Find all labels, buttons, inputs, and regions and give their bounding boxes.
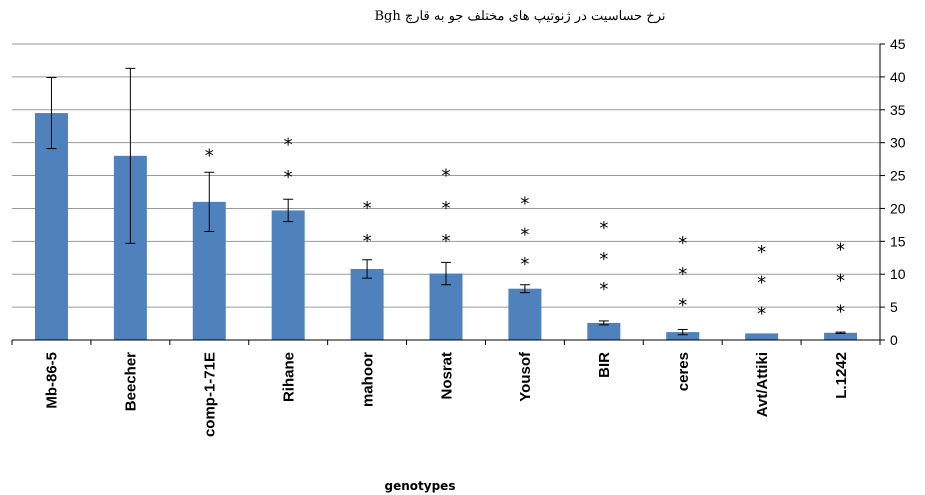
bars bbox=[34, 113, 858, 340]
significance-star: * bbox=[836, 271, 845, 292]
y-tick-label: 40 bbox=[890, 69, 906, 85]
significance-star: * bbox=[757, 242, 766, 263]
significance-star: * bbox=[836, 301, 845, 322]
significance-star: * bbox=[757, 303, 766, 324]
significance-star: * bbox=[599, 218, 608, 239]
x-tick-label: comp-1-71E bbox=[202, 352, 219, 437]
x-tick-label: ceres bbox=[675, 352, 692, 391]
y-axis-ticks: 0 5 10 15 20 25 30 35 40 45 bbox=[880, 36, 906, 348]
x-tick-label: L.1242 bbox=[833, 352, 850, 399]
significance-star: * bbox=[836, 240, 845, 261]
significance-star: * bbox=[284, 167, 293, 188]
y-tick-label: 20 bbox=[890, 200, 906, 216]
y-tick-label: 5 bbox=[890, 299, 898, 315]
x-tick-label: Beecher bbox=[123, 352, 140, 411]
significance-star: * bbox=[205, 146, 214, 167]
significance-star: * bbox=[520, 254, 529, 275]
significance-star: * bbox=[678, 233, 687, 254]
y-tick-label: 25 bbox=[890, 168, 906, 184]
x-tick-label: Mb-86-5 bbox=[44, 352, 61, 409]
bar bbox=[34, 113, 68, 340]
chart-title: نرخ حساسیت در ژنوتیپ های مختلف جو به قار… bbox=[375, 9, 666, 24]
significance-star: * bbox=[442, 198, 451, 219]
y-tick-label: 30 bbox=[890, 135, 906, 151]
significance-star: * bbox=[520, 194, 529, 215]
x-axis-ticks: Mb-86-5 Beecher comp-1-71E Rihane mahoor Nosr… bbox=[11, 340, 881, 437]
y-tick-label: 0 bbox=[890, 332, 898, 348]
x-tick-label: Avt/Attiki bbox=[754, 352, 771, 417]
bar bbox=[508, 288, 542, 340]
significance-star: * bbox=[599, 279, 608, 300]
y-tick-label: 35 bbox=[890, 102, 906, 118]
bar bbox=[824, 332, 858, 340]
significance-star: * bbox=[363, 198, 372, 219]
significance-star: * bbox=[442, 231, 451, 252]
bar bbox=[745, 333, 779, 340]
x-tick-label: BIR bbox=[596, 352, 613, 378]
x-axis-label: genotypes bbox=[385, 479, 456, 493]
significance-star: * bbox=[442, 165, 451, 186]
x-tick-label: Rihane bbox=[280, 352, 297, 402]
significance-star: * bbox=[520, 224, 529, 245]
bar bbox=[587, 322, 621, 340]
x-tick-label: Nosrat bbox=[438, 352, 455, 400]
x-tick-label: mahoor bbox=[359, 352, 376, 407]
bar bbox=[350, 268, 384, 340]
significance-stars: * * * * * * * * * * * * * * * * * * * * * * * bbox=[205, 134, 845, 324]
significance-star: * bbox=[678, 264, 687, 285]
significance-star: * bbox=[284, 134, 293, 155]
y-tick-label: 15 bbox=[890, 233, 906, 249]
y-tick-label: 10 bbox=[890, 266, 906, 282]
significance-star: * bbox=[757, 272, 766, 293]
error-bars bbox=[46, 67, 846, 336]
bar bbox=[666, 332, 700, 340]
significance-star: * bbox=[599, 249, 608, 270]
gridlines bbox=[12, 43, 880, 308]
y-tick-label: 45 bbox=[890, 36, 906, 52]
significance-star: * bbox=[363, 231, 372, 252]
bar bbox=[271, 210, 305, 340]
significance-star: * bbox=[678, 295, 687, 316]
x-tick-label: Yousof bbox=[517, 351, 534, 402]
